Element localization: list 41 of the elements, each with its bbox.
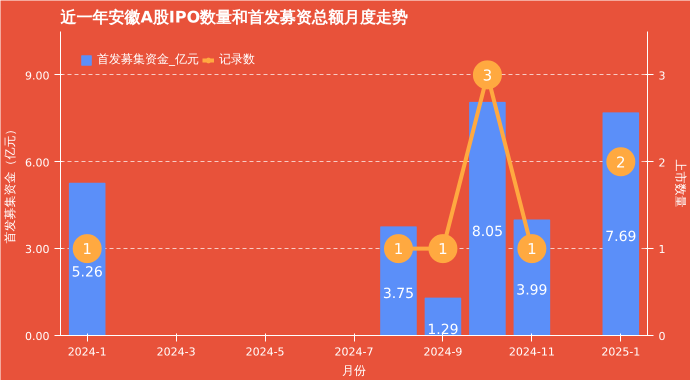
data-label: 3.99 <box>516 282 548 299</box>
y2-tick-label: 1 <box>658 243 666 256</box>
legend-label: 首发募集资金_亿元 <box>97 51 199 68</box>
chart-title: 近一年安徽A股IPO数量和首发募资总额月度走势 <box>60 8 408 26</box>
data-label: 1 <box>82 240 92 258</box>
x-axis-title: 月份 <box>342 364 366 378</box>
bar <box>469 102 506 336</box>
data-label: 5.26 <box>72 264 103 280</box>
point <box>606 147 636 176</box>
data-label: 1 <box>438 240 448 258</box>
x-tick-label: 2024-11 <box>508 346 555 358</box>
x-tick-label: 2024-7 <box>334 346 374 358</box>
y-tick-label: 6.00 <box>25 156 50 170</box>
data-label: 7.69 <box>605 229 636 246</box>
y-axis-title: 首发募集资金（亿元） <box>3 124 18 244</box>
y2-axis-title: 上市数量 <box>674 160 688 208</box>
data-label: 1 <box>527 240 537 258</box>
data-label: 1 <box>394 240 404 258</box>
point <box>384 234 413 264</box>
data-label: 3 <box>482 66 492 84</box>
x-tick-label: 2025-1 <box>601 346 640 358</box>
x-tick-label: 2024-5 <box>246 346 285 358</box>
x-tick-label: 2024-3 <box>156 346 196 358</box>
bar <box>602 112 640 336</box>
y-tick-label: 9.00 <box>25 69 50 82</box>
data-label: 2 <box>616 153 626 172</box>
point <box>517 234 546 264</box>
x-tick-label: 2024-1 <box>68 346 107 358</box>
x-tick-label: 2024-9 <box>423 346 462 358</box>
data-label: 1.29 <box>427 322 459 338</box>
y-tick-label: 0.00 <box>25 330 50 343</box>
data-label: 3.75 <box>382 286 414 302</box>
y2-tick-label: 0 <box>658 330 666 343</box>
y2-tick-label: 3 <box>658 69 666 82</box>
y2-tick-label: 2 <box>658 156 666 170</box>
y-tick-label: 3.00 <box>25 243 50 256</box>
bar <box>424 298 462 336</box>
point <box>72 234 102 264</box>
data-label: 8.05 <box>472 224 503 240</box>
legend-label: 记录数 <box>219 51 255 68</box>
point <box>428 234 458 264</box>
